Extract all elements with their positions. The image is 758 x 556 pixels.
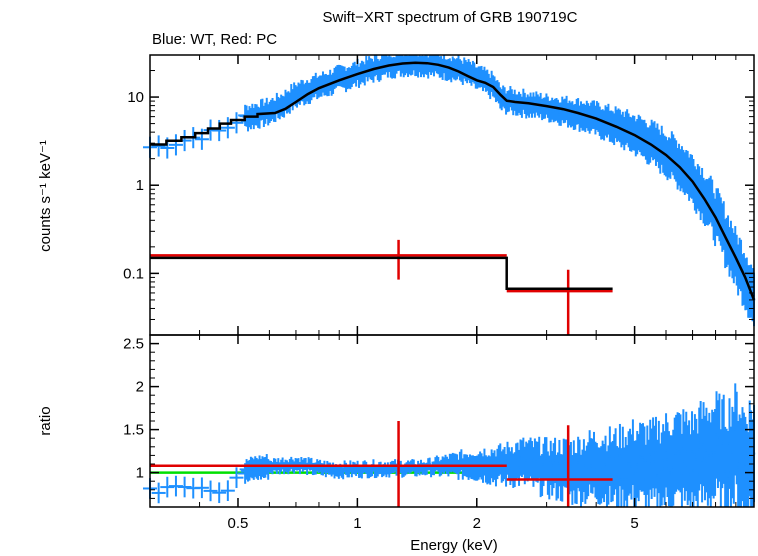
y-tick-label: 1.5 [123, 422, 144, 439]
y-tick-label: 2.5 [123, 336, 144, 353]
spectrum-marks [143, 55, 756, 335]
spectrum-axis-ticks: 0.1 1 10 [123, 54, 754, 336]
ratio-panel: 1 1.5 2 2.5 0.5 1 2 5 ratio [37, 334, 756, 532]
spectrum-frame [149, 54, 755, 336]
ratio-y-axis-label: ratio [37, 406, 54, 435]
x-tick-label: 2 [473, 515, 481, 532]
y-tick-label: 1 [136, 177, 144, 194]
x-tick-label: 0.5 [228, 515, 249, 532]
wt-model-curve [150, 61, 756, 301]
ratio-axis-ticks: 1 1.5 2 2.5 0.5 1 2 5 [123, 335, 754, 532]
chart-title: Swift−XRT spectrum of GRB 190719C [323, 9, 578, 26]
x-tick-label: 5 [630, 515, 638, 532]
y-tick-label: 1 [136, 465, 144, 482]
pc-model-step [150, 256, 613, 290]
ratio-marks [143, 383, 756, 507]
y-tick-label: 2 [136, 379, 144, 396]
x-tick-label: 1 [353, 515, 361, 532]
spectrum-panel: 0.1 1 10 counts s⁻¹ keV⁻¹ [37, 54, 756, 336]
y-tick-label: 10 [127, 89, 144, 106]
spectrum-y-axis-label: counts s⁻¹ keV⁻¹ [37, 140, 54, 252]
y-tick-label: 0.1 [123, 265, 144, 282]
x-axis-label: Energy (keV) [410, 537, 498, 554]
chart-subtitle: Blue: WT, Red: PC [152, 31, 277, 48]
